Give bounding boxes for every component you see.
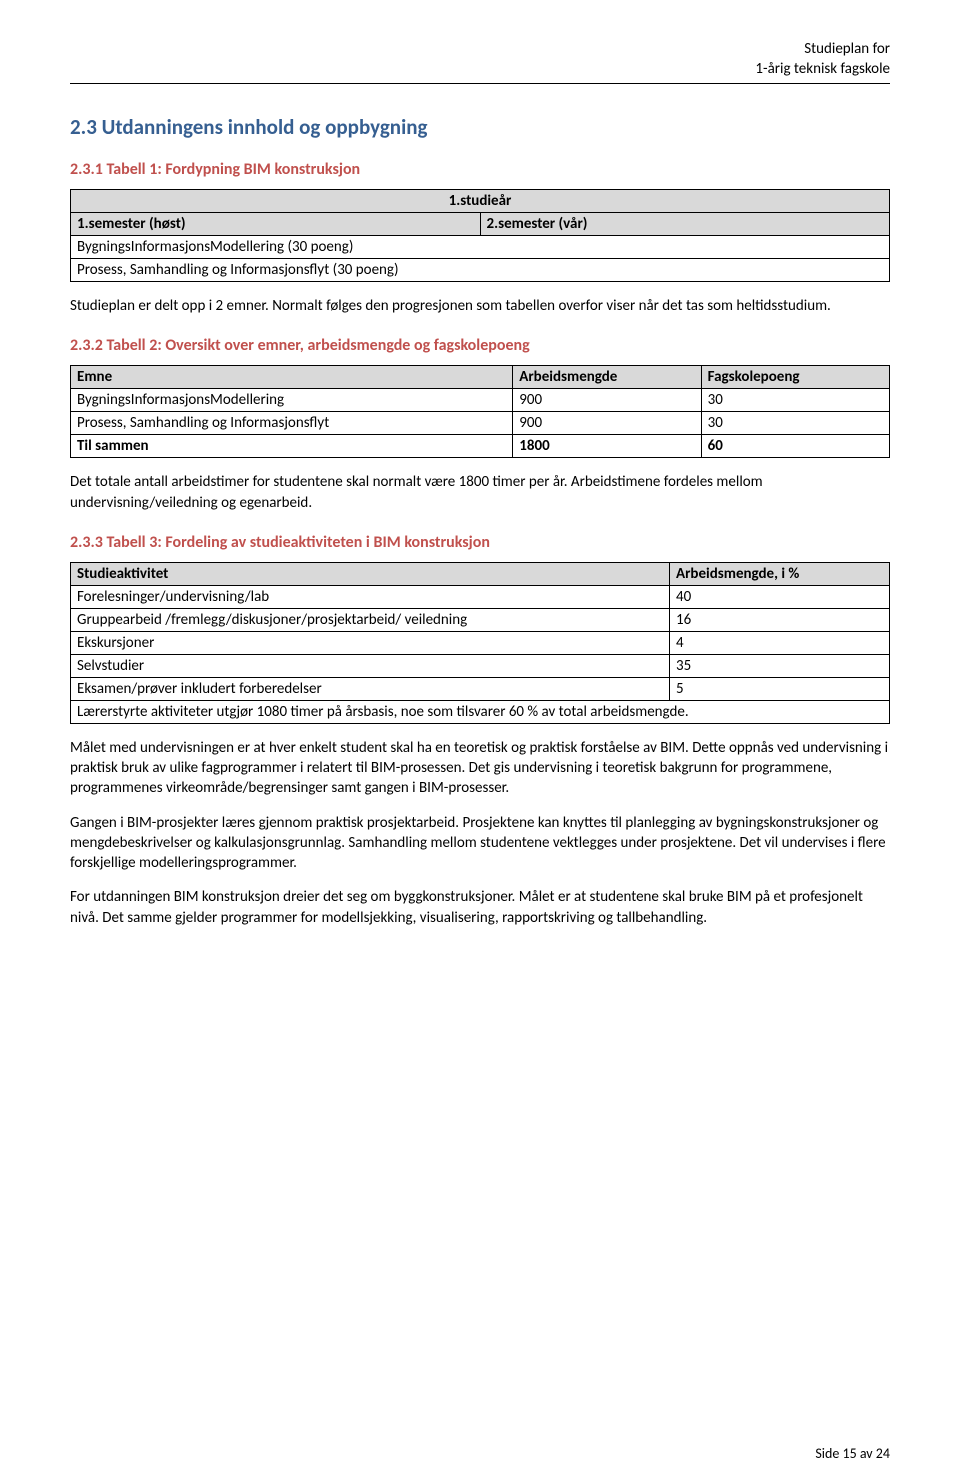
- t3-r4c0: Eksamen/prøver inkludert forberedelser: [71, 677, 670, 700]
- t2-r1c1: 900: [513, 412, 701, 435]
- table-row: Prosess, Samhandling og Informasjonsflyt…: [71, 412, 890, 435]
- document-page: Studieplan for 1-årig teknisk fagskole 2…: [0, 0, 960, 1484]
- table-header-row: Studieaktivitet Arbeidsmengde, i %: [71, 562, 890, 585]
- table-2: Emne Arbeidsmengde Fagskolepoeng Bygning…: [70, 365, 890, 458]
- para-233-2: Gangen i BIM-prosjekter læres gjennom pr…: [70, 813, 890, 874]
- t3-r0c1: 40: [670, 585, 890, 608]
- table-row: 1.semester (høst) 2.semester (vår): [71, 213, 890, 236]
- t2-r0c2: 30: [701, 389, 889, 412]
- table-row: Lærerstyrte aktiviteter utgjør 1080 time…: [71, 700, 890, 723]
- para-233-3: For utdanningen BIM konstruksjon dreier …: [70, 887, 890, 928]
- table-header-row: Emne Arbeidsmengde Fagskolepoeng: [71, 366, 890, 389]
- table-row: 1.studieår: [71, 190, 890, 213]
- table-row: Ekskursjoner 4: [71, 631, 890, 654]
- table-row: Forelesninger/undervisning/lab 40: [71, 585, 890, 608]
- table-row: Til sammen 1800 60: [71, 435, 890, 458]
- t2-r2c2: 60: [701, 435, 889, 458]
- para-after-t1: Studieplan er delt opp i 2 emner. Normal…: [70, 296, 890, 316]
- para-after-t2: Det totale antall arbeidstimer for stude…: [70, 472, 890, 513]
- table-row: Selvstudier 35: [71, 654, 890, 677]
- para-233-1: Målet med undervisningen er at hver enke…: [70, 738, 890, 799]
- table-row: Prosess, Samhandling og Informasjonsflyt…: [71, 259, 890, 282]
- table-row: BygningsInformasjonsModellering (30 poen…: [71, 236, 890, 259]
- heading-2-3-3: 2.3.3 Tabell 3: Fordeling av studieaktiv…: [70, 533, 890, 552]
- t2-r0c1: 900: [513, 389, 701, 412]
- t2-r1c0: Prosess, Samhandling og Informasjonsflyt: [71, 412, 513, 435]
- table-1: 1.studieår 1.semester (høst) 2.semester …: [70, 189, 890, 282]
- t2-col0: Emne: [71, 366, 513, 389]
- t2-col2: Fagskolepoeng: [701, 366, 889, 389]
- t3-r2c1: 4: [670, 631, 890, 654]
- t3-note: Lærerstyrte aktiviteter utgjør 1080 time…: [71, 700, 890, 723]
- t2-col1: Arbeidsmengde: [513, 366, 701, 389]
- page-footer: Side 15 av 24: [815, 1445, 890, 1462]
- t1-sem2: 2.semester (vår): [480, 213, 890, 236]
- t3-r1c1: 16: [670, 608, 890, 631]
- t3-r0c0: Forelesninger/undervisning/lab: [71, 585, 670, 608]
- t3-r3c1: 35: [670, 654, 890, 677]
- t1-row2: Prosess, Samhandling og Informasjonsflyt…: [71, 259, 890, 282]
- t3-col0: Studieaktivitet: [71, 562, 670, 585]
- header-rule: [70, 83, 890, 84]
- t2-r2c0: Til sammen: [71, 435, 513, 458]
- table-row: Gruppearbeid /fremlegg/diskusjoner/prosj…: [71, 608, 890, 631]
- t2-r0c0: BygningsInformasjonsModellering: [71, 389, 513, 412]
- t3-r2c0: Ekskursjoner: [71, 631, 670, 654]
- t3-r1c0: Gruppearbeid /fremlegg/diskusjoner/prosj…: [71, 608, 670, 631]
- table-row: BygningsInformasjonsModellering 900 30: [71, 389, 890, 412]
- table-row: Eksamen/prøver inkludert forberedelser 5: [71, 677, 890, 700]
- header-right: Studieplan for 1-årig teknisk fagskole: [70, 40, 890, 79]
- t3-col1: Arbeidsmengde, i %: [670, 562, 890, 585]
- heading-2-3-2: 2.3.2 Tabell 2: Oversikt over emner, arb…: [70, 336, 890, 355]
- t3-r4c1: 5: [670, 677, 890, 700]
- header-line1: Studieplan for: [70, 40, 890, 60]
- t2-r2c1: 1800: [513, 435, 701, 458]
- t1-sem1: 1.semester (høst): [71, 213, 481, 236]
- t1-year-cell: 1.studieår: [71, 190, 890, 213]
- t2-r1c2: 30: [701, 412, 889, 435]
- heading-2-3: 2.3 Utdanningens innhold og oppbygning: [70, 114, 890, 140]
- t1-row1: BygningsInformasjonsModellering (30 poen…: [71, 236, 890, 259]
- t3-r3c0: Selvstudier: [71, 654, 670, 677]
- heading-2-3-1: 2.3.1 Tabell 1: Fordypning BIM konstruks…: [70, 160, 890, 179]
- table-3: Studieaktivitet Arbeidsmengde, i % Forel…: [70, 562, 890, 724]
- header-line2: 1-årig teknisk fagskole: [70, 60, 890, 80]
